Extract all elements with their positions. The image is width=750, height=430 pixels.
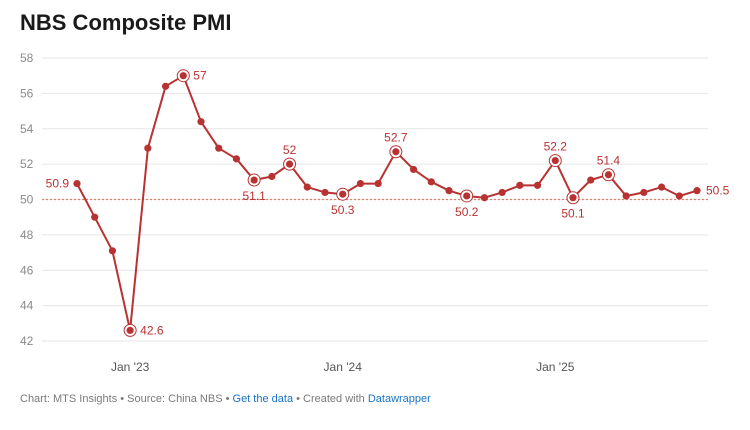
data-point (551, 156, 559, 165)
series-layer (76, 74, 698, 332)
datawrapper-link[interactable]: Datawrapper (367, 393, 431, 405)
data-point (569, 194, 577, 202)
data-label: 50.3 (331, 203, 355, 217)
data-label: 50.9 (46, 177, 70, 191)
x-tick-label: Jan '24 (324, 360, 363, 374)
points-layer (73, 69, 701, 337)
y-tick-label: 46 (20, 263, 34, 277)
data-point (250, 176, 258, 184)
y-tick-label: 42 (20, 334, 34, 348)
x-tick-label: Jan '23 (111, 360, 150, 374)
data-point (356, 179, 365, 188)
data-label: 50.1 (561, 207, 585, 221)
y-tick-label: 58 (20, 51, 34, 65)
footer-credit: Chart: MTS Insights • Source: China NBS … (20, 393, 233, 405)
data-point (693, 187, 701, 195)
y-tick-label: 48 (20, 228, 34, 242)
chart-footer: Chart: MTS Insights • Source: China NBS … (20, 393, 431, 405)
data-point (657, 183, 666, 191)
y-tick-label: 44 (20, 299, 34, 313)
data-point (161, 82, 170, 90)
data-point (339, 190, 347, 198)
data-point (409, 165, 418, 174)
data-point (587, 176, 595, 184)
data-point (321, 188, 329, 197)
data-point (445, 187, 453, 195)
data-point (498, 188, 506, 197)
series-line (76, 74, 698, 332)
data-label: 51.4 (597, 154, 621, 168)
chart-title: NBS Composite PMI (20, 10, 232, 35)
x-tick-label: Jan '25 (536, 360, 575, 374)
data-label: 52 (283, 143, 297, 157)
data-point (126, 326, 134, 334)
data-point (622, 192, 630, 200)
data-point (179, 72, 187, 80)
data-point (303, 183, 311, 191)
footer-created-with: • Created with (293, 393, 368, 405)
data-point (533, 181, 542, 189)
data-point (480, 194, 489, 202)
data-point (392, 148, 400, 156)
data-point (427, 178, 435, 186)
y-tick-label: 56 (20, 86, 34, 100)
data-point (374, 179, 382, 188)
labels-layer: 50.9 42.6 57 51.1 52 50.3 52.7 50.2 52.2 50.1 51.4… (46, 69, 730, 338)
data-label: 51.1 (242, 189, 266, 203)
data-point (232, 155, 241, 163)
get-data-link[interactable]: Get the data (232, 393, 294, 405)
data-label: 50.2 (455, 205, 479, 219)
data-point (215, 144, 223, 152)
data-point (516, 181, 524, 189)
y-tick-label: 52 (20, 157, 34, 171)
y-tick-label: 54 (20, 122, 34, 136)
data-point (463, 192, 471, 200)
data-point (285, 160, 294, 168)
data-point (108, 247, 117, 255)
data-point (675, 192, 683, 200)
data-point (604, 171, 613, 179)
grid-layer: 42 44 46 48 50 52 54 56 58 Jan '23 Jan '24 Jan '25 (20, 51, 708, 374)
data-label: 52.2 (544, 140, 568, 154)
y-tick-label: 50 (20, 193, 34, 207)
data-point (91, 213, 99, 221)
data-point (640, 188, 648, 197)
data-point (197, 118, 205, 126)
data-label: 50.5 (706, 184, 730, 198)
data-point (144, 144, 152, 152)
data-point (268, 172, 276, 181)
data-label: 52.7 (384, 131, 408, 145)
data-point (73, 179, 81, 188)
data-label: 42.6 (140, 323, 164, 337)
data-label: 57 (193, 69, 207, 83)
